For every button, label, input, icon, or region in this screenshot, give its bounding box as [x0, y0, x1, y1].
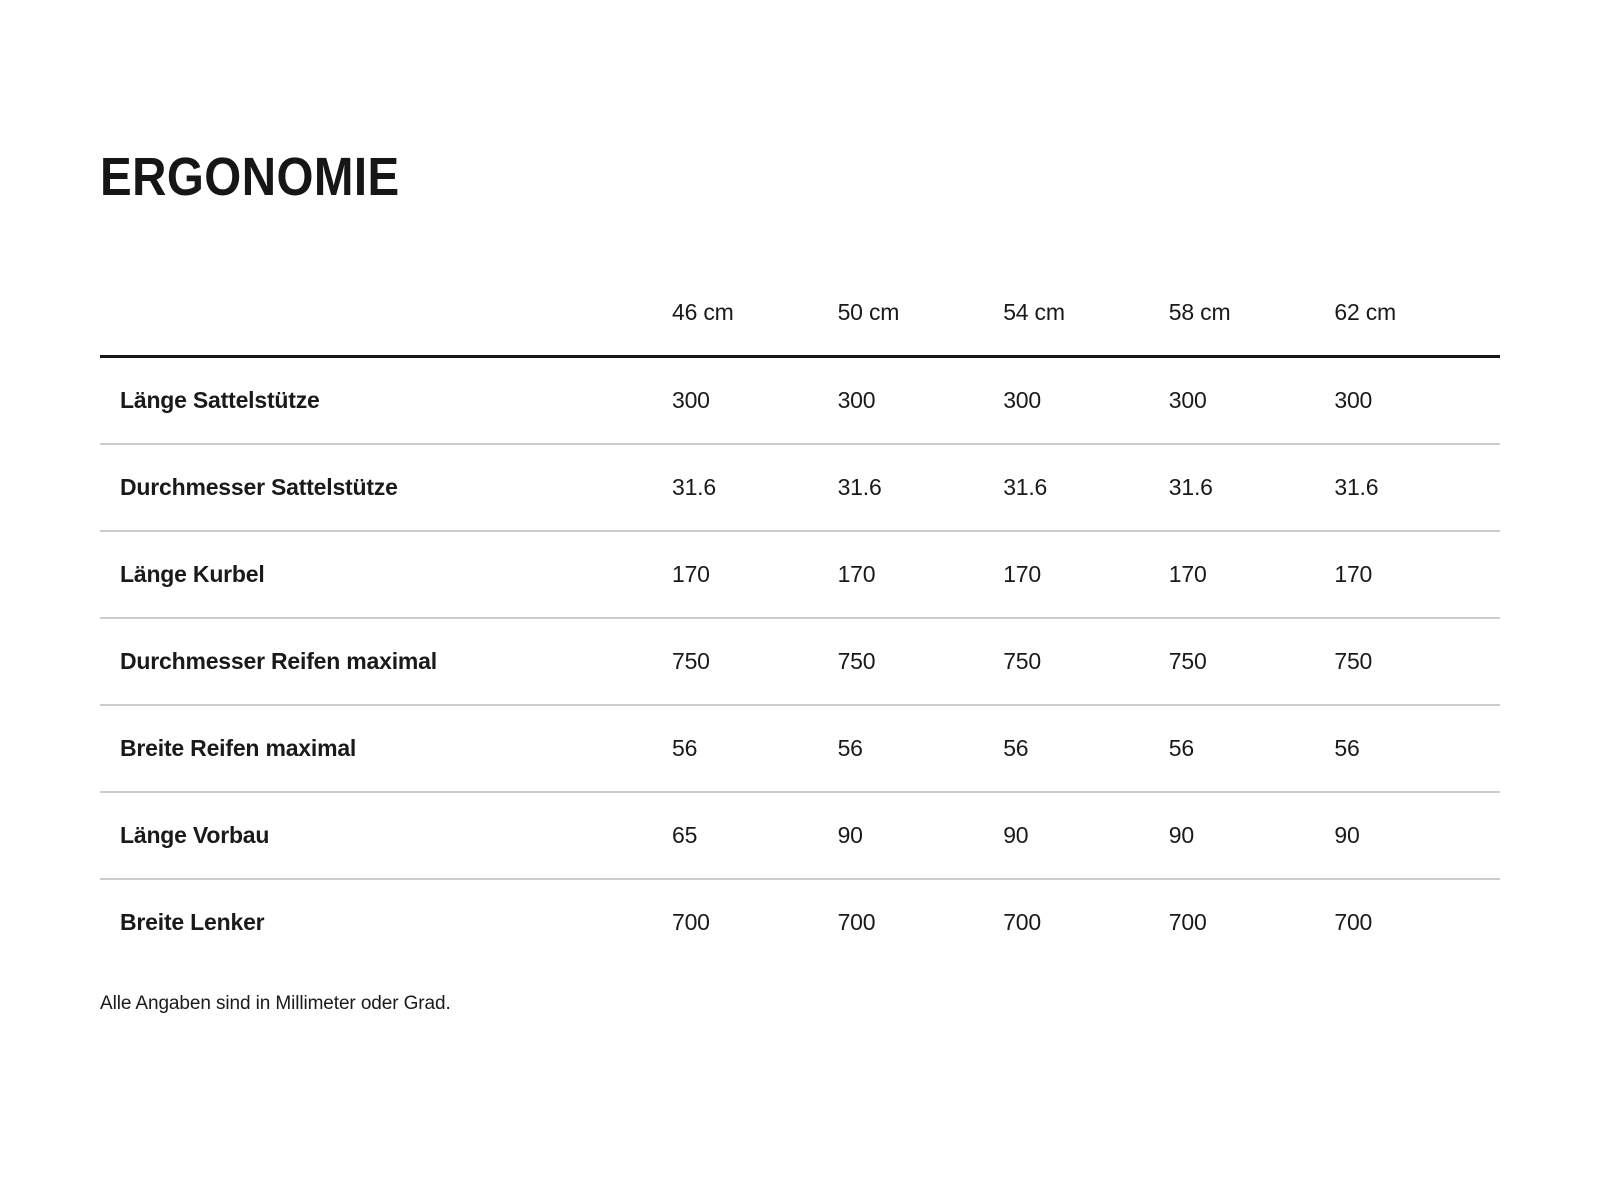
cell-value: 170 — [1168, 561, 1207, 587]
cell-value: 90 — [1003, 822, 1029, 848]
ergonomics-table: 46 cm 50 cm 54 cm 58 cm 62 cm Länge Satt… — [100, 270, 1500, 965]
cell-value: 56 — [1003, 735, 1029, 761]
cell-value: 700 — [1168, 909, 1207, 935]
table-row-laenge-vorbau: Länge Vorbau 65 90 90 90 90 — [100, 793, 1500, 880]
cell-value: 65 — [672, 822, 698, 848]
page-title: ERGONOMIE — [100, 147, 400, 207]
cell-value: 300 — [837, 387, 876, 413]
cell-value: 700 — [837, 909, 876, 935]
cell-value: 750 — [1334, 648, 1373, 674]
table-row-breite-reifen-maximal: Breite Reifen maximal 56 56 56 56 56 — [100, 706, 1500, 793]
cell-value: 90 — [1168, 822, 1194, 848]
row-label: Breite Reifen maximal — [120, 735, 357, 761]
table-row-durchmesser-reifen-maximal: Durchmesser Reifen maximal 750 750 750 7… — [100, 619, 1500, 706]
cell-value: 170 — [672, 561, 710, 587]
table-header-row: 46 cm 50 cm 54 cm 58 cm 62 cm — [100, 270, 1500, 358]
cell-value: 170 — [1003, 561, 1041, 587]
cell-value: 56 — [1334, 735, 1360, 761]
column-header-46cm: 46 cm — [672, 299, 734, 325]
units-footnote: Alle Angaben sind in Millimeter oder Gra… — [100, 993, 451, 1014]
table-row-laenge-sattelstuetze: Länge Sattelstütze 300 300 300 300 300 — [100, 358, 1500, 445]
cell-value: 56 — [672, 735, 698, 761]
table-row-breite-lenker: Breite Lenker 700 700 700 700 700 — [100, 880, 1500, 965]
cell-value: 750 — [1168, 648, 1207, 674]
cell-value: 31.6 — [1334, 474, 1379, 500]
cell-value: 700 — [672, 909, 710, 935]
cell-value: 750 — [837, 648, 876, 674]
cell-value: 300 — [1003, 387, 1041, 413]
cell-value: 750 — [1003, 648, 1041, 674]
column-header-58cm: 58 cm — [1168, 299, 1231, 325]
cell-value: 56 — [1168, 735, 1194, 761]
column-header-50cm: 50 cm — [837, 299, 900, 325]
cell-value: 31.6 — [672, 474, 716, 500]
cell-value: 750 — [672, 648, 710, 674]
row-label: Länge Kurbel — [120, 561, 265, 587]
cell-value: 300 — [1168, 387, 1207, 413]
row-label: Breite Lenker — [120, 909, 265, 935]
cell-value: 300 — [672, 387, 710, 413]
cell-value: 170 — [837, 561, 876, 587]
row-label: Durchmesser Sattelstütze — [120, 474, 398, 500]
cell-value: 170 — [1334, 561, 1373, 587]
cell-value: 31.6 — [1168, 474, 1213, 500]
table-row-laenge-kurbel: Länge Kurbel 170 170 170 170 170 — [100, 532, 1500, 619]
column-header-62cm: 62 cm — [1334, 299, 1397, 325]
row-label: Länge Sattelstütze — [120, 387, 320, 413]
row-label: Durchmesser Reifen maximal — [120, 648, 437, 674]
cell-value: 31.6 — [1003, 474, 1048, 500]
table-row-durchmesser-sattelstuetze: Durchmesser Sattelstütze 31.6 31.6 31.6 … — [100, 445, 1500, 532]
cell-value: 90 — [837, 822, 863, 848]
cell-value: 90 — [1334, 822, 1360, 848]
cell-value: 700 — [1334, 909, 1373, 935]
cell-value: 56 — [837, 735, 863, 761]
cell-value: 31.6 — [837, 474, 882, 500]
cell-value: 700 — [1003, 909, 1041, 935]
row-label: Länge Vorbau — [120, 822, 270, 848]
column-header-54cm: 54 cm — [1003, 299, 1065, 325]
cell-value: 300 — [1334, 387, 1373, 413]
